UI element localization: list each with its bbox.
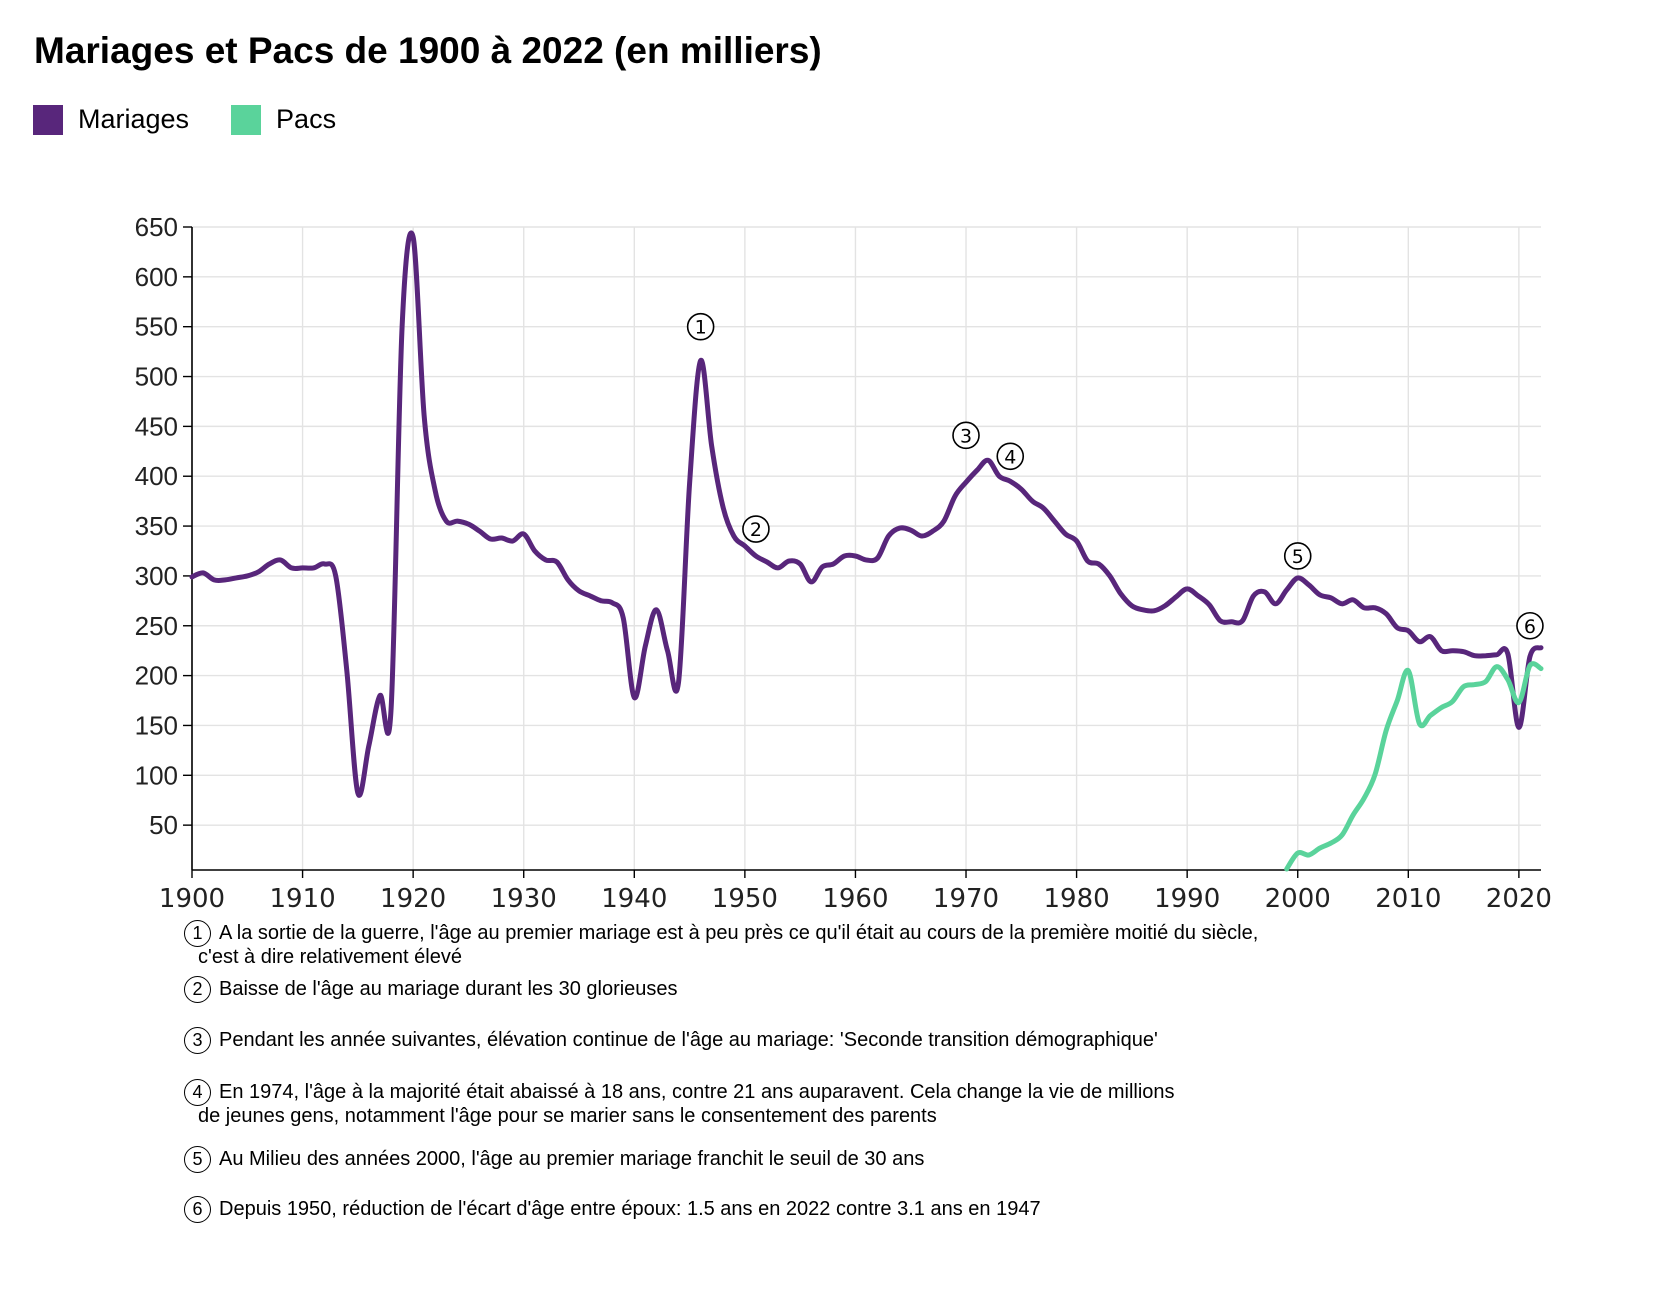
y-tick-label: 450	[135, 411, 178, 441]
y-tick-label: 150	[135, 710, 178, 740]
annotation-marker-label-4: 4	[1004, 446, 1016, 468]
y-tick-label: 400	[135, 461, 178, 491]
series-lines	[189, 230, 1544, 872]
annotation-note-marker: 6	[184, 1196, 211, 1223]
annotation-note-marker: 1	[184, 920, 211, 947]
x-tick-label: 1990	[1154, 884, 1220, 914]
legend-swatch-pacs	[231, 104, 262, 135]
x-tick-label: 1920	[380, 884, 446, 914]
y-tick-label: 350	[135, 511, 178, 541]
annotation-note-5: 5 Au Milieu des années 2000, l'âge au pre…	[184, 1146, 924, 1173]
legend-item-mariages: Mariages	[33, 104, 189, 135]
x-tick-label: 1940	[601, 884, 667, 914]
annotation-note-marker: 2	[184, 976, 211, 1003]
annotation-note-marker: 4	[184, 1079, 211, 1106]
y-tick-label: 650	[135, 212, 178, 242]
annotation-note-text: Au Milieu des années 2000, l'âge au prem…	[219, 1148, 925, 1170]
annotation-note-text-continued: de jeunes gens, notamment l'âge pour se …	[198, 1105, 937, 1127]
annotation-note-text-continued: c'est à dire relativement élevé	[198, 946, 462, 968]
annotation-note-2: 2 Baisse de l'âge au mariage durant les 3…	[184, 976, 678, 1003]
annotation-marker-label-3: 3	[960, 425, 972, 447]
annotation-note-text: A la sortie de la guerre, l'âge au premi…	[219, 922, 1259, 944]
x-tick-label: 1910	[269, 884, 335, 914]
y-tick-label: 600	[135, 262, 178, 292]
x-tick-label: 2010	[1375, 884, 1441, 914]
annotation-note-text: Baisse de l'âge au mariage durant les 30…	[219, 978, 678, 1000]
annotation-marker-5	[1283, 542, 1312, 570]
annotation-markers: 1 2 3 4 5 6	[686, 312, 1544, 640]
y-tick-label: 50	[149, 810, 178, 840]
annotation-note-text: Depuis 1950, réduction de l'écart d'âge …	[219, 1198, 1041, 1220]
legend-item-pacs: Pacs	[231, 104, 336, 135]
annotation-note-marker: 5	[184, 1146, 211, 1173]
annotation-marker-6	[1516, 611, 1544, 640]
x-tick-label: 1950	[712, 884, 778, 914]
x-tick-label: 2020	[1486, 884, 1552, 914]
annotation-marker-label-2: 2	[750, 519, 762, 541]
annotation-marker-label-1: 1	[695, 317, 707, 339]
annotation-note-3: 3 Pendant les année suivantes, élévation …	[184, 1027, 1158, 1054]
legend: Mariages Pacs	[33, 104, 378, 135]
annotation-note-text: Pendant les année suivantes, élévation c…	[219, 1029, 1158, 1051]
annotation-note-1: 1 A la sortie de la guerre, l'âge au prem…	[184, 920, 1258, 968]
annotation-marker-4	[996, 442, 1025, 471]
legend-label-mariages: Mariages	[78, 104, 190, 134]
y-tick-label: 500	[135, 362, 178, 392]
annotation-marker-label-6: 6	[1524, 616, 1536, 638]
x-tick-label: 1970	[933, 884, 999, 914]
y-tick-label: 550	[135, 312, 178, 342]
y-tick-label: 300	[135, 561, 178, 591]
annotation-marker-label-5: 5	[1292, 546, 1304, 568]
legend-label-pacs: Pacs	[276, 104, 337, 134]
y-tick-label: 250	[135, 611, 178, 641]
x-tick-label: 1980	[1044, 884, 1110, 914]
annotation-marker-2	[742, 515, 770, 543]
x-tick-label: 1960	[822, 884, 888, 914]
annotation-note-6: 6 Depuis 1950, réduction de l'écart d'âge…	[184, 1196, 1041, 1223]
series-line-mariages	[189, 230, 1544, 798]
y-tick-label: 100	[135, 760, 178, 790]
y-tick-label: 200	[135, 661, 178, 691]
x-tick-label: 1930	[491, 884, 557, 914]
annotation-marker-1	[686, 312, 715, 341]
annotation-note-4: 4 En 1974, l'âge à la majorité était abai…	[184, 1079, 1175, 1127]
legend-swatch-mariages	[33, 104, 63, 135]
axes: 50 100 150 200 250 300 350 400 450 500 550 600 650 19…	[135, 212, 1552, 914]
series-line-pacs	[1284, 661, 1544, 872]
annotation-marker-3	[952, 421, 980, 450]
annotation-note-text: En 1974, l'âge à la majorité était abais…	[219, 1081, 1175, 1103]
chart-title: Mariages et Pacs de 1900 à 2022 (en mill…	[34, 30, 822, 71]
annotation-note-marker: 3	[184, 1027, 211, 1054]
x-tick-label: 1900	[159, 884, 225, 914]
x-tick-label: 2000	[1265, 884, 1331, 914]
